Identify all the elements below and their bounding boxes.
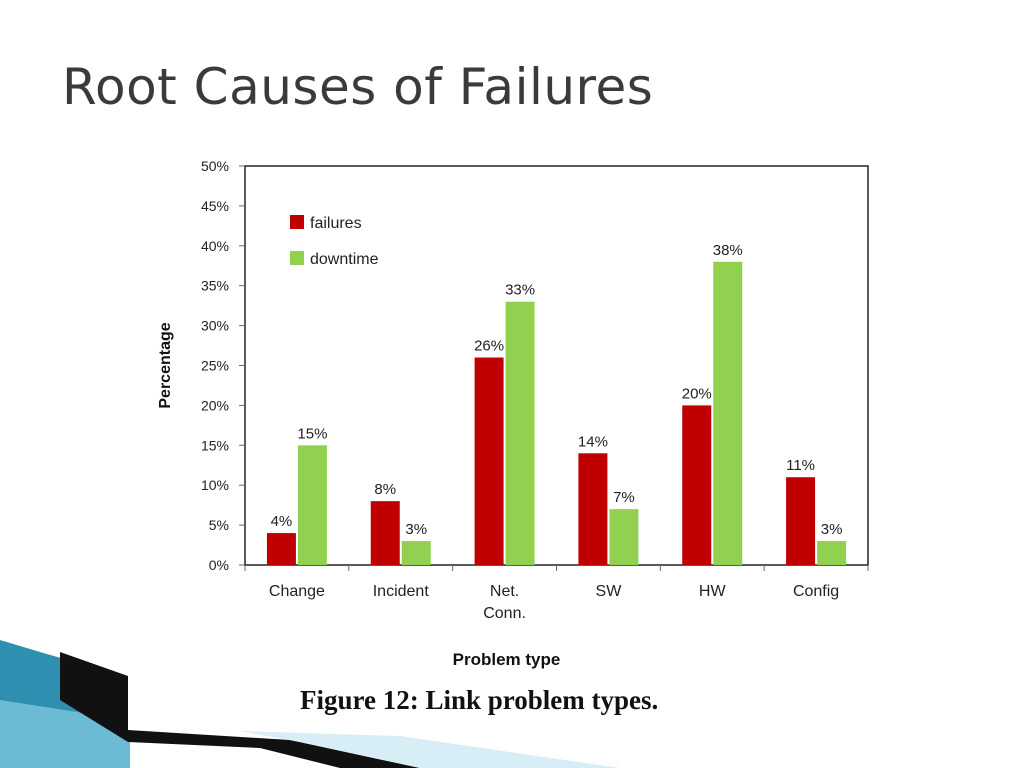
data-label-downtime: 15% [297,425,327,442]
x-tick-label: Change [269,583,325,600]
x-tick-label: HW [699,583,727,600]
bar-failures [266,533,296,565]
bar-downtime [713,261,743,565]
x-tick-label: Incident [373,583,430,600]
y-tick-label: 5% [209,517,229,533]
bar-downtime [505,301,535,565]
data-label-downtime: 33% [505,282,535,299]
y-axis-label: Percentage [157,322,174,408]
decor-pale-swoosh [240,731,620,768]
data-label-failures: 11% [786,457,815,474]
data-label-downtime: 3% [405,521,427,538]
bar-chart: 0% 5% 10% 15% 20% 25% 30% 35% 40% 45% 50% Percentag… [157,158,869,669]
y-tick-label: 25% [201,358,229,374]
data-label-downtime: 7% [613,489,635,506]
y-tick-label: 20% [201,397,229,413]
y-tick-label: 45% [201,198,229,214]
y-tick-label: 30% [201,318,229,334]
bar-failures [578,453,608,565]
x-tick-label: Config [793,583,839,600]
data-label-downtime: 38% [713,242,743,259]
x-tick-label: SW [596,583,623,600]
y-tick-label: 0% [209,557,229,573]
bar-failures [786,477,816,565]
y-tick-label: 50% [201,158,229,174]
y-tick-label: 35% [201,278,229,294]
legend-swatch-failures [290,215,304,229]
data-label-failures: 20% [682,385,712,402]
bar-downtime [817,541,847,565]
y-tick-label: 10% [201,477,229,493]
bar-downtime [401,541,431,565]
bar-failures [682,405,712,565]
data-label-failures: 14% [578,433,608,450]
data-label-failures: 4% [271,513,293,530]
y-tick-label: 40% [201,238,229,254]
bar-downtime [609,509,639,565]
legend-label-failures: failures [310,215,362,232]
figure-caption: Figure 12: Link problem types. [300,685,659,715]
bar-downtime [297,445,327,565]
x-tick-label: Net. [490,583,519,600]
bar-failures [370,501,400,565]
x-tick-label: Conn. [483,605,526,622]
data-label-downtime: 3% [821,521,843,538]
decor-black-swoosh [60,652,420,768]
figure-panel: 0% 5% 10% 15% 20% 25% 30% 35% 40% 45% 50% Percentag… [128,148,904,730]
bar-failures [474,357,504,565]
x-axis-label: Problem type [453,650,561,669]
legend-swatch-downtime [290,251,304,265]
y-tick-label: 15% [201,437,229,453]
data-label-failures: 26% [474,338,504,355]
legend-label-downtime: downtime [310,251,379,268]
slide-title: Root Causes of Failures [62,58,654,116]
data-label-failures: 8% [374,481,396,498]
